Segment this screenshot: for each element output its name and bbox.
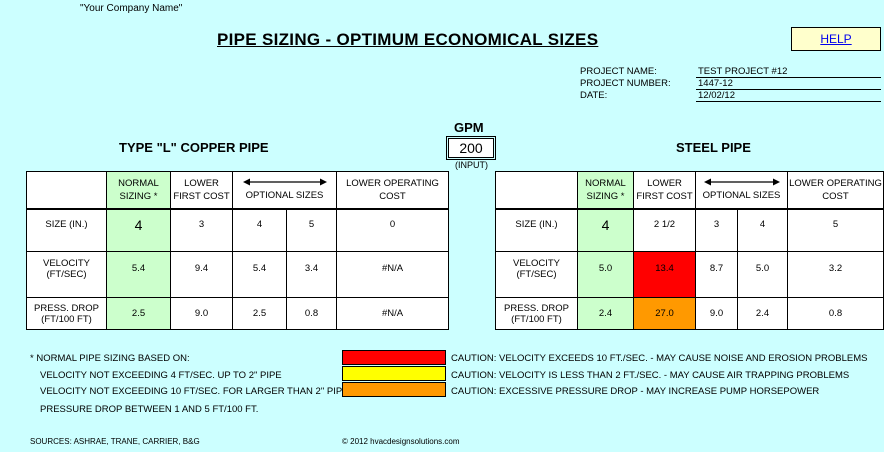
steel-velocity-lower-first: 13.4 [633, 251, 696, 286]
steel-velocity-label: VELOCITY (FT/SEC) [495, 251, 578, 286]
steel-velocity-optional-1: 8.7 [695, 251, 738, 286]
project-number-value: 1447-12 [698, 78, 733, 89]
steel-pressure-label: PRESS. DROP (FT/100 FT) [495, 297, 578, 330]
double-arrow-icon [697, 177, 787, 189]
copper-pressure-optional-2: 0.8 [286, 297, 337, 330]
steel-pressure-row: PRESS. DROP (FT/100 FT) 2.4 27.0 9.0 2.4… [495, 297, 884, 330]
copper-optional-label: OPTIONAL SIZES [245, 190, 324, 202]
caution-text-yellow: CAUTION: VELOCITY IS LESS THAN 2 FT./SEC… [451, 370, 850, 381]
steel-optional-label: OPTIONAL SIZES [702, 190, 781, 202]
copper-pressure-optional-1: 2.5 [232, 297, 287, 330]
copper-pressure-lower-operating: #N/A [336, 297, 449, 330]
steel-velocity-row: VELOCITY (FT/SEC) 5.0 13.4 8.7 5.0 3.2 [495, 251, 884, 286]
steel-section-title: STEEL PIPE [676, 140, 751, 155]
project-date-value: 12/02/12 [698, 90, 735, 101]
company-name: "Your Company Name" [80, 3, 183, 14]
steel-velocity-lower-operating: 3.2 [787, 251, 884, 286]
double-arrow-icon [234, 177, 336, 189]
copper-pressure-lower-first: 9.0 [170, 297, 233, 330]
caution-swatch-red [342, 350, 446, 365]
caution-text-orange: CAUTION: EXCESSIVE PRESSURE DROP - MAY I… [451, 386, 820, 397]
gpm-label: GPM [454, 120, 484, 135]
caution-text-red: CAUTION: VELOCITY EXCEEDS 10 FT./SEC. - … [451, 353, 868, 364]
project-name-value: TEST PROJECT #12 [698, 66, 788, 77]
project-name-label: PROJECT NAME: [580, 66, 657, 77]
copper-size-lower-first: 3 [170, 207, 233, 240]
copper-velocity-label: VELOCITY (FT/SEC) [26, 251, 107, 286]
project-date-label: DATE: [580, 90, 608, 101]
steel-size-optional-1: 3 [695, 207, 738, 240]
copper-table: NORMAL SIZING * LOWER FIRST COST OPTIONA… [26, 171, 449, 330]
copper-pressure-label: PRESS. DROP (FT/100 FT) [26, 297, 107, 330]
copper-pressure-normal: 2.5 [106, 297, 171, 330]
note-line-1: * NORMAL PIPE SIZING BASED ON: [30, 353, 190, 364]
steel-size-row: SIZE (IN.) 4 2 1/2 3 4 5 [495, 207, 884, 240]
copper-header-optional: OPTIONAL SIZES [232, 171, 337, 209]
steel-size-lower-first: 2 1/2 [633, 207, 696, 240]
steel-pressure-optional-1: 9.0 [695, 297, 738, 330]
steel-table: NORMAL SIZING * LOWER FIRST COST OPTIONA… [495, 171, 884, 330]
copper-header-blank [26, 171, 107, 209]
copper-size-optional-1: 4 [232, 207, 287, 240]
gpm-input-caption: (INPUT) [455, 160, 488, 170]
project-date-underline [696, 101, 881, 102]
steel-header-lower-first: LOWER FIRST COST [633, 171, 696, 209]
copper-velocity-normal: 5.4 [106, 251, 171, 286]
steel-header-lower-operating: LOWER OPERATING COST [787, 171, 884, 209]
steel-size-lower-operating: 5 [787, 207, 884, 240]
copper-velocity-lower-operating: #N/A [336, 251, 449, 286]
gpm-input[interactable]: 200 [446, 136, 496, 160]
steel-size-label: SIZE (IN.) [495, 207, 578, 240]
copper-pressure-row: PRESS. DROP (FT/100 FT) 2.5 9.0 2.5 0.8 … [26, 297, 449, 330]
note-line-4: PRESSURE DROP BETWEEN 1 AND 5 FT/100 FT. [40, 404, 259, 415]
caution-swatch-orange [342, 382, 446, 397]
steel-pressure-lower-first: 27.0 [633, 297, 696, 330]
steel-header-optional: OPTIONAL SIZES [695, 171, 788, 209]
caution-swatch-yellow [342, 366, 446, 381]
note-line-2: VELOCITY NOT EXCEEDING 4 FT/SEC. UP TO 2… [40, 370, 282, 381]
copper-velocity-optional-1: 5.4 [232, 251, 287, 286]
copper-size-normal[interactable]: 4 [106, 207, 171, 240]
page-title: PIPE SIZING - OPTIMUM ECONOMICAL SIZES [217, 30, 599, 49]
project-number-label: PROJECT NUMBER: [580, 78, 671, 89]
copper-header-lower-operating: LOWER OPERATING COST [336, 171, 449, 209]
copper-size-label: SIZE (IN.) [26, 207, 107, 240]
project-number-underline [696, 89, 881, 90]
copper-section-title: TYPE "L" COPPER PIPE [119, 140, 269, 155]
steel-pressure-optional-2: 2.4 [737, 297, 788, 330]
copper-velocity-optional-2: 3.4 [286, 251, 337, 286]
help-link[interactable]: HELP [791, 27, 881, 51]
copper-header-lower-first: LOWER FIRST COST [170, 171, 233, 209]
steel-header-blank [495, 171, 578, 209]
steel-pressure-lower-operating: 0.8 [787, 297, 884, 330]
copper-header-normal: NORMAL SIZING * [106, 171, 171, 209]
steel-velocity-optional-2: 5.0 [737, 251, 788, 286]
copper-velocity-row: VELOCITY (FT/SEC) 5.4 9.4 5.4 3.4 #N/A [26, 251, 449, 286]
copper-size-optional-2: 5 [286, 207, 337, 240]
steel-header-normal: NORMAL SIZING * [577, 171, 634, 209]
copper-size-lower-operating: 0 [336, 207, 449, 240]
copper-velocity-lower-first: 9.4 [170, 251, 233, 286]
copper-size-row: SIZE (IN.) 4 3 4 5 0 [26, 207, 449, 240]
copyright: © 2012 hvacdesignsolutions.com [342, 437, 460, 446]
note-line-3: VELOCITY NOT EXCEEDING 10 FT/SEC. FOR LA… [40, 386, 349, 397]
sources: SOURCES: ASHRAE, TRANE, CARRIER, B&G [30, 437, 200, 446]
steel-size-optional-2: 4 [737, 207, 788, 240]
project-name-underline [696, 77, 881, 78]
steel-size-normal[interactable]: 4 [577, 207, 634, 240]
steel-velocity-normal: 5.0 [577, 251, 634, 286]
steel-pressure-normal: 2.4 [577, 297, 634, 330]
